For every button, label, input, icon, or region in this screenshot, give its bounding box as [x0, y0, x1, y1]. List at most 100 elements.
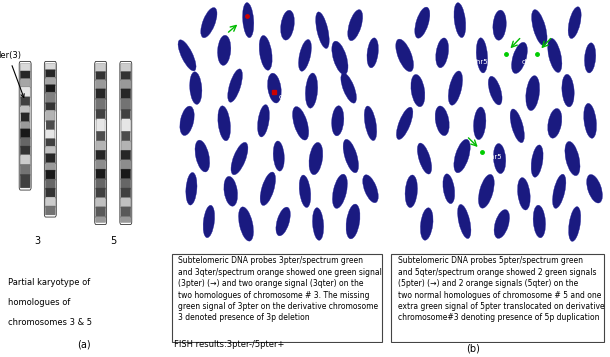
FancyBboxPatch shape	[96, 150, 106, 161]
Ellipse shape	[309, 142, 323, 175]
Ellipse shape	[417, 143, 432, 174]
FancyBboxPatch shape	[20, 137, 30, 147]
Ellipse shape	[190, 72, 202, 104]
FancyBboxPatch shape	[20, 155, 30, 166]
FancyBboxPatch shape	[121, 207, 131, 218]
FancyBboxPatch shape	[96, 178, 106, 189]
Ellipse shape	[243, 2, 254, 38]
FancyBboxPatch shape	[21, 105, 30, 114]
Ellipse shape	[553, 174, 566, 208]
FancyBboxPatch shape	[121, 188, 131, 199]
Ellipse shape	[517, 177, 530, 210]
FancyBboxPatch shape	[20, 146, 30, 156]
FancyBboxPatch shape	[45, 197, 56, 207]
Ellipse shape	[367, 38, 378, 68]
FancyBboxPatch shape	[121, 98, 131, 111]
Ellipse shape	[186, 172, 197, 205]
FancyBboxPatch shape	[121, 169, 131, 180]
Ellipse shape	[448, 71, 462, 105]
FancyBboxPatch shape	[121, 109, 131, 120]
Ellipse shape	[488, 76, 502, 105]
Text: chr5: chr5	[486, 154, 502, 160]
FancyBboxPatch shape	[121, 119, 130, 133]
Ellipse shape	[316, 12, 329, 49]
FancyBboxPatch shape	[96, 98, 106, 111]
Ellipse shape	[231, 142, 248, 175]
Ellipse shape	[476, 38, 487, 73]
FancyBboxPatch shape	[121, 64, 131, 73]
FancyBboxPatch shape	[45, 188, 56, 198]
FancyBboxPatch shape	[96, 64, 106, 73]
Text: homologues of: homologues of	[9, 298, 71, 307]
FancyBboxPatch shape	[96, 169, 106, 180]
FancyBboxPatch shape	[45, 64, 56, 71]
Ellipse shape	[548, 109, 562, 138]
FancyBboxPatch shape	[96, 109, 106, 120]
FancyBboxPatch shape	[121, 178, 131, 189]
Ellipse shape	[411, 75, 425, 107]
Text: Subtelomeric DNA probes 3pter/spectrum green
and 3qter/spectrum orange showed on: Subtelomeric DNA probes 3pter/spectrum g…	[178, 256, 382, 322]
Ellipse shape	[341, 73, 356, 103]
FancyBboxPatch shape	[121, 71, 131, 81]
Ellipse shape	[531, 145, 543, 177]
Ellipse shape	[473, 107, 486, 140]
Text: 5: 5	[110, 236, 117, 246]
Ellipse shape	[343, 139, 359, 173]
Ellipse shape	[584, 43, 596, 73]
Text: der(3): der(3)	[0, 51, 24, 97]
Ellipse shape	[512, 42, 528, 74]
FancyBboxPatch shape	[121, 141, 131, 152]
Ellipse shape	[510, 109, 525, 143]
Ellipse shape	[454, 2, 465, 37]
FancyBboxPatch shape	[20, 64, 30, 72]
Ellipse shape	[443, 174, 454, 204]
FancyBboxPatch shape	[45, 154, 56, 164]
Ellipse shape	[364, 106, 377, 141]
FancyBboxPatch shape	[96, 89, 106, 100]
FancyBboxPatch shape	[46, 130, 55, 140]
Ellipse shape	[293, 107, 309, 140]
Ellipse shape	[178, 40, 196, 71]
FancyBboxPatch shape	[96, 131, 105, 142]
FancyBboxPatch shape	[45, 162, 56, 171]
Ellipse shape	[346, 204, 360, 239]
Ellipse shape	[312, 208, 324, 240]
FancyBboxPatch shape	[121, 160, 131, 170]
Ellipse shape	[306, 73, 318, 108]
FancyBboxPatch shape	[45, 170, 56, 180]
Ellipse shape	[276, 207, 290, 236]
FancyBboxPatch shape	[46, 121, 55, 131]
FancyBboxPatch shape	[121, 79, 131, 90]
Ellipse shape	[239, 207, 254, 241]
FancyBboxPatch shape	[121, 131, 131, 142]
Ellipse shape	[569, 207, 581, 241]
Ellipse shape	[548, 38, 562, 72]
Ellipse shape	[396, 39, 414, 72]
Text: chr5: chr5	[473, 59, 489, 65]
FancyBboxPatch shape	[121, 216, 131, 222]
FancyBboxPatch shape	[20, 164, 30, 176]
FancyBboxPatch shape	[45, 146, 56, 155]
Ellipse shape	[203, 205, 215, 238]
Ellipse shape	[584, 103, 597, 138]
Ellipse shape	[228, 69, 242, 102]
Ellipse shape	[332, 174, 347, 208]
Ellipse shape	[565, 141, 580, 176]
Ellipse shape	[201, 7, 217, 38]
FancyBboxPatch shape	[45, 92, 56, 104]
Ellipse shape	[493, 10, 506, 40]
FancyBboxPatch shape	[96, 197, 106, 208]
Text: der(3): der(3)	[279, 94, 300, 100]
Text: Partial karyotype of: Partial karyotype of	[9, 278, 91, 287]
Text: chr3: chr3	[253, 6, 268, 12]
Ellipse shape	[257, 105, 270, 137]
FancyBboxPatch shape	[45, 77, 56, 86]
FancyBboxPatch shape	[45, 179, 56, 190]
Ellipse shape	[300, 175, 310, 207]
Ellipse shape	[396, 107, 413, 140]
Text: 3: 3	[35, 236, 41, 246]
Ellipse shape	[405, 175, 417, 207]
FancyBboxPatch shape	[96, 79, 106, 90]
Ellipse shape	[195, 140, 210, 172]
Text: Subtelomeric DNA probes 5pter/spectrum green
and 5qter/spectrum orange showed 2 : Subtelomeric DNA probes 5pter/spectrum g…	[398, 256, 605, 322]
